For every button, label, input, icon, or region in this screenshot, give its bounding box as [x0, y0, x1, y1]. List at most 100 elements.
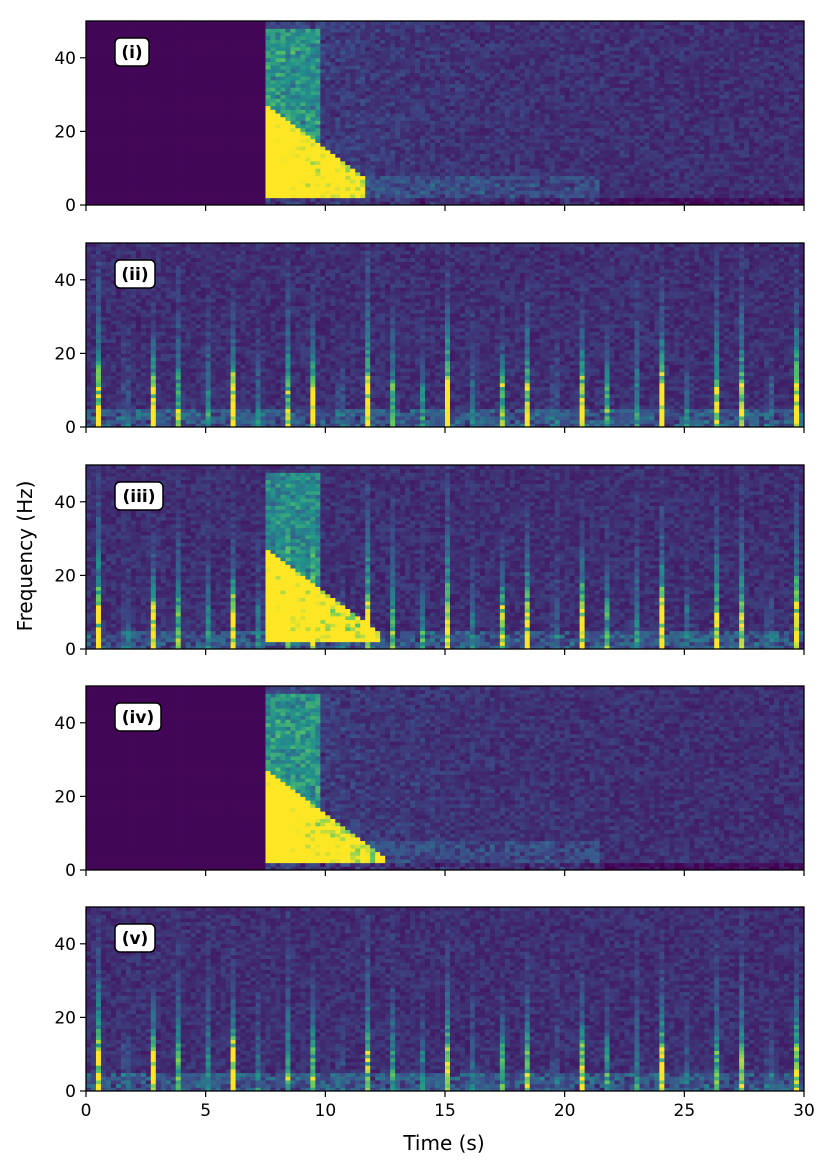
heatmap-cell [484, 83, 491, 88]
heatmap-cell [479, 109, 486, 114]
heatmap-cell [430, 120, 436, 125]
heatmap-cell [435, 175, 441, 180]
heatmap-cell [390, 43, 396, 48]
heatmap-cell [435, 168, 441, 173]
heatmap-cell [454, 87, 461, 92]
heatmap-cell [355, 98, 361, 103]
heatmap-cell [355, 43, 361, 48]
heatmap-cell [469, 157, 476, 162]
heatmap-cell [240, 182, 247, 188]
heatmap-cell [220, 201, 227, 205]
heatmap-cell [200, 61, 207, 66]
heatmap-cell [574, 109, 581, 114]
heatmap-cell [420, 94, 426, 99]
heatmap-cell [190, 153, 197, 158]
heatmap-cell [469, 182, 476, 188]
heatmap-cell [440, 193, 446, 199]
heatmap-cell [240, 131, 247, 136]
heatmap-cell [464, 32, 471, 37]
heatmap-cell [370, 168, 376, 173]
heatmap-cell [544, 101, 551, 107]
heatmap-cell [529, 65, 536, 70]
heatmap-cell [140, 79, 147, 85]
heatmap-cell [95, 87, 102, 92]
heatmap-cell [464, 113, 471, 118]
heatmap-cell [544, 54, 551, 59]
heatmap-cell [210, 24, 217, 29]
heatmap-cell [420, 171, 426, 177]
heatmap-cell [494, 65, 501, 70]
heatmap-cell [135, 24, 142, 29]
heatmap-cell [454, 171, 461, 177]
heatmap-cell [464, 149, 471, 154]
heatmap-cell [120, 201, 127, 205]
heatmap-cell [325, 98, 331, 103]
heatmap-cell [135, 193, 142, 199]
heatmap-cell [569, 68, 576, 74]
heatmap-cell [449, 50, 456, 55]
heatmap-cell [270, 57, 276, 62]
heatmap-cell [190, 87, 197, 92]
heatmap-cell [230, 61, 237, 66]
heatmap-cell [410, 164, 416, 169]
heatmap-cell [280, 182, 286, 188]
heatmap-cell [385, 43, 391, 48]
heatmap-cell [360, 87, 366, 92]
heatmap-cell [155, 50, 162, 55]
heatmap-cell [365, 83, 371, 88]
heatmap-cell [150, 83, 157, 88]
heatmap-cell [130, 171, 137, 177]
heatmap-cell [190, 32, 197, 37]
heatmap-cell [390, 153, 396, 158]
heatmap-cell [200, 94, 207, 99]
heatmap-cell [300, 120, 306, 125]
heatmap-cell [315, 149, 321, 154]
heatmap-cell [509, 113, 516, 118]
heatmap-cell [380, 193, 386, 199]
heatmap-cell [210, 160, 217, 166]
heatmap-cell [125, 98, 132, 103]
heatmap-cell [135, 72, 142, 77]
heatmap-cell [395, 168, 401, 173]
heatmap-cell [210, 94, 217, 99]
heatmap-cell [350, 87, 356, 92]
heatmap-cell [130, 79, 137, 85]
heatmap-cell [474, 142, 481, 147]
heatmap-cell [360, 186, 366, 191]
heatmap-cell [459, 179, 466, 184]
heatmap-cell [504, 57, 511, 62]
heatmap-cell [320, 76, 326, 81]
heatmap-cell [415, 193, 421, 199]
heatmap-cell [330, 94, 336, 99]
heatmap-cell [445, 87, 451, 92]
heatmap-cell [554, 79, 561, 85]
heatmap-cell [260, 94, 266, 99]
heatmap-cell [569, 171, 576, 177]
heatmap-cell [160, 61, 167, 66]
heatmap-cell [499, 72, 506, 77]
heatmap-cell [345, 182, 351, 188]
heatmap-cell [330, 43, 336, 48]
heatmap-cell [285, 21, 291, 26]
heatmap-cell [145, 120, 152, 125]
heatmap-cell [315, 182, 321, 188]
heatmap-cell [310, 32, 316, 37]
heatmap-cell [230, 149, 237, 154]
heatmap-cell [415, 94, 421, 99]
heatmap-cell [86, 186, 92, 191]
heatmap-cell [350, 105, 356, 110]
heatmap-cell [494, 171, 501, 177]
heatmap-cell [95, 24, 102, 29]
heatmap-cell [105, 46, 112, 51]
heatmap-cell [275, 65, 281, 70]
heatmap-cell [250, 120, 257, 125]
heatmap-cell [514, 190, 521, 195]
heatmap-cell [454, 90, 461, 96]
heatmap-cell [454, 120, 461, 125]
heatmap-cell [230, 101, 237, 107]
heatmap-cell [474, 39, 481, 44]
heatmap-cell [459, 105, 466, 110]
heatmap-cell [494, 146, 501, 151]
heatmap-cell [524, 160, 531, 166]
heatmap-cell [380, 28, 386, 33]
